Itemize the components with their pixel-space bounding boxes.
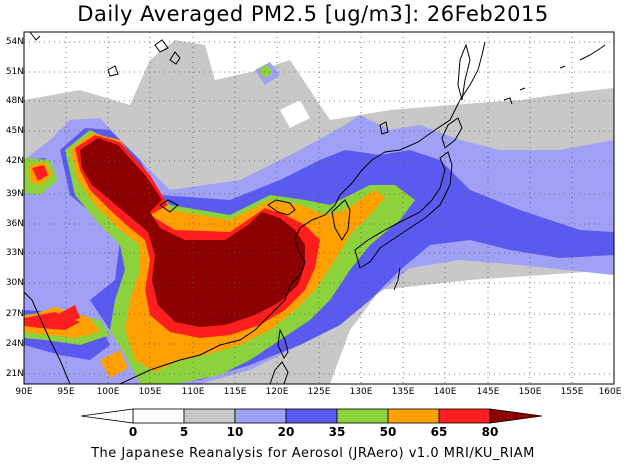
lat-label: 33N	[5, 248, 24, 258]
lat-label: 42N	[5, 156, 24, 166]
lon-label: 160E	[598, 387, 622, 397]
colorbar-max-arrow	[489, 408, 543, 424]
lat-label: 54N	[5, 37, 24, 47]
colorbar-swatch	[438, 408, 491, 424]
lon-label: 110E	[181, 387, 205, 397]
colorbar-min-arrow	[80, 408, 134, 424]
footer-credit: The Japanese Reanalysis for Aerosol (JRA…	[91, 446, 535, 461]
lat-label: 45N	[5, 126, 24, 136]
lat-label: 24N	[5, 339, 24, 349]
lon-label: 100E	[96, 387, 120, 397]
colorbar-label: 65	[430, 425, 448, 439]
map-title: Daily Averaged PM2.5 [ug/m3]: 26Feb2015	[77, 2, 549, 26]
colorbar-swatch	[183, 408, 236, 424]
colorbar-label: 0	[128, 425, 138, 439]
lat-label: 39N	[5, 189, 24, 199]
lon-label: 105E	[138, 387, 162, 397]
lon-label: 90E	[15, 387, 33, 397]
lat-label: 21N	[5, 369, 24, 379]
colorbar-swatch	[132, 408, 185, 424]
lat-label: 51N	[5, 67, 24, 77]
colorbar-label: 80	[481, 425, 499, 439]
lon-label: 155E	[560, 387, 584, 397]
lon-label: 135E	[391, 387, 415, 397]
colorbar-label: 35	[328, 425, 346, 439]
lon-label: 150E	[518, 387, 542, 397]
colorbar-swatch	[336, 408, 389, 424]
lat-label: 36N	[5, 219, 24, 229]
colorbar-label: 5	[179, 425, 189, 439]
colorbar-swatch	[234, 408, 287, 424]
lat-label: 27N	[5, 309, 24, 319]
lon-label: 95E	[57, 387, 75, 397]
pm25-band-80-plus	[80, 138, 305, 327]
coastline	[24, 32, 606, 384]
colorbar-label: 10	[226, 425, 244, 439]
lat-label: 48N	[5, 96, 24, 106]
lat-lon-grid	[24, 32, 614, 384]
lon-label: 145E	[476, 387, 500, 397]
lon-label: 140E	[433, 387, 457, 397]
lon-label: 125E	[307, 387, 331, 397]
colorbar-swatch	[285, 408, 338, 424]
colorbar-label: 20	[277, 425, 295, 439]
lon-label: 120E	[265, 387, 289, 397]
colorbar-swatch	[387, 408, 440, 424]
lon-label: 130E	[349, 387, 373, 397]
map-frame	[23, 31, 615, 385]
lon-label: 115E	[223, 387, 247, 397]
lat-label: 30N	[5, 278, 24, 288]
colorbar-label: 50	[379, 425, 397, 439]
